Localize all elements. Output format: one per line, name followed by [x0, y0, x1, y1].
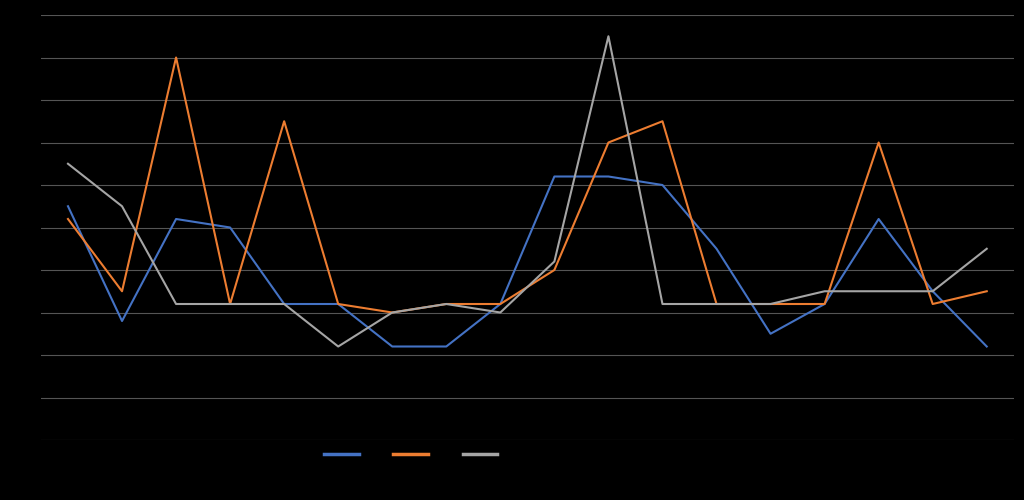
- Legend: , , : , ,: [318, 442, 503, 467]
